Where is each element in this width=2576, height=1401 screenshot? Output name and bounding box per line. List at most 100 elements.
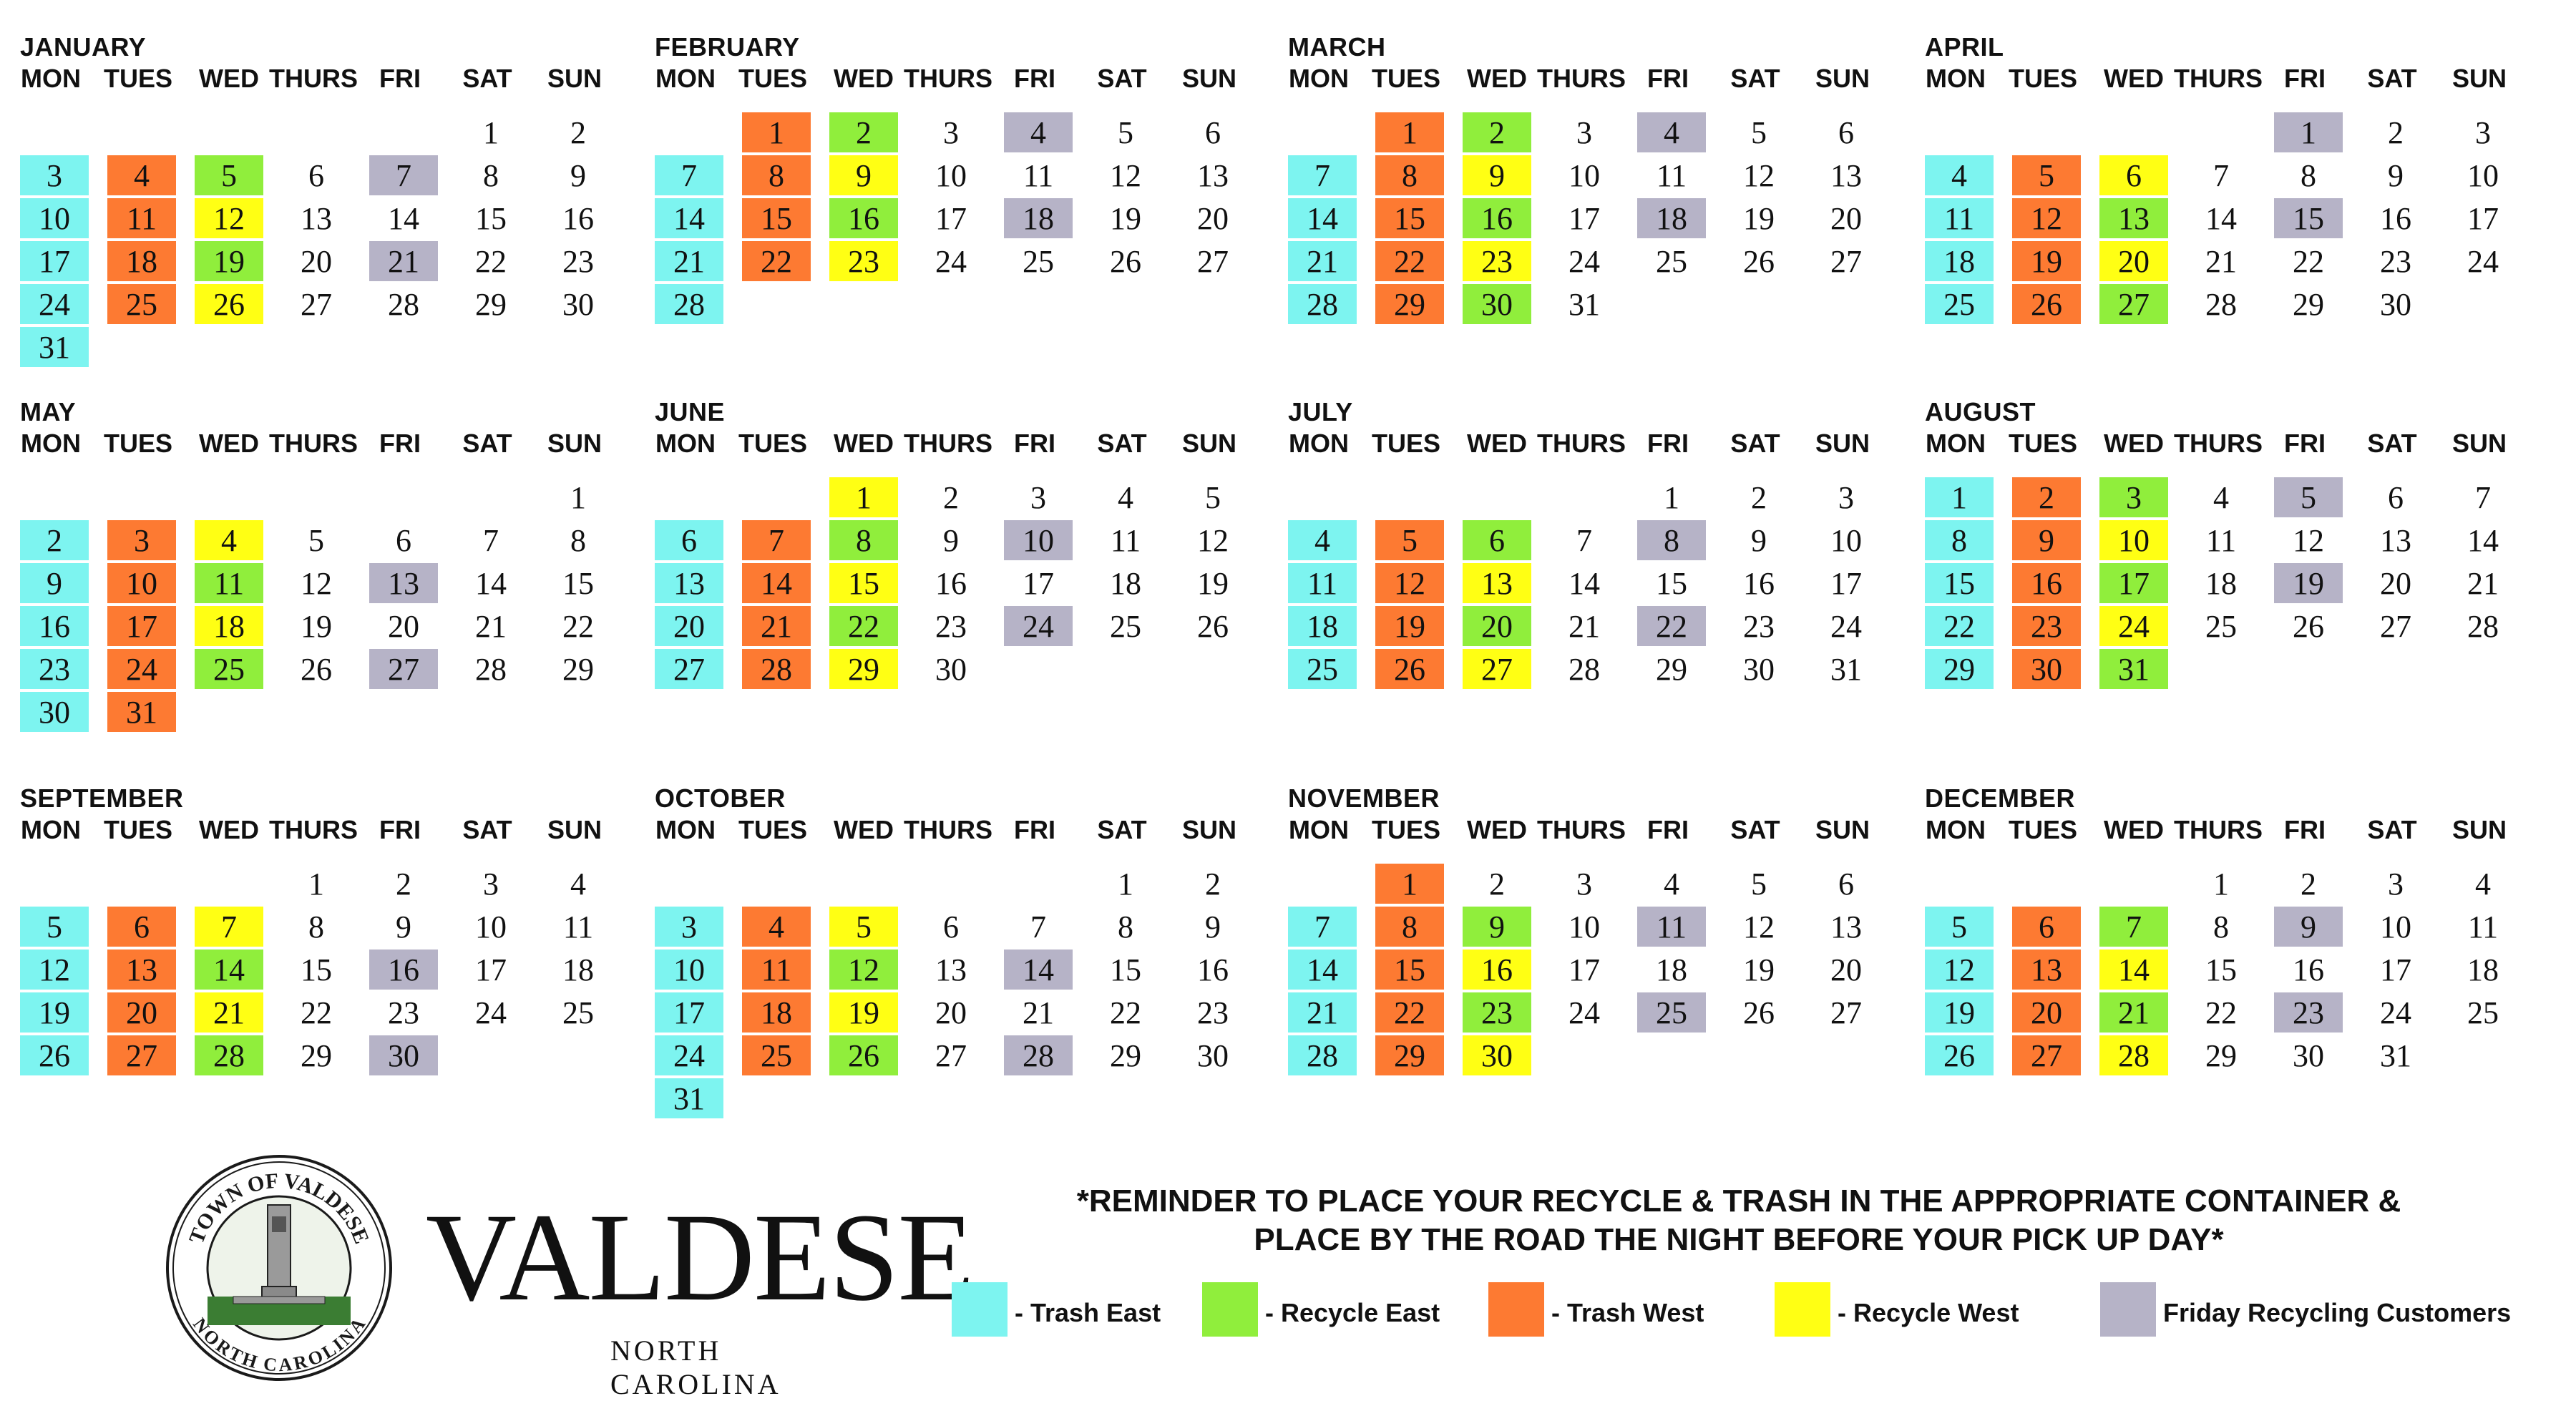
month-title: AUGUST — [1925, 397, 2036, 426]
weekday-header: THURS — [2174, 64, 2263, 93]
day-cell: 26 — [301, 652, 332, 687]
weekday-header: THURS — [2174, 815, 2263, 844]
day-cell: 19 — [1743, 201, 1775, 236]
day-cell: 4 — [1925, 155, 1994, 195]
month-november: NOVEMBER MON TUES WED THURS FRI SAT SUN 1 2 3 4 5 6 7 8… — [1288, 784, 1903, 1141]
weekday-header: MON — [1289, 429, 1349, 458]
day-cell: 7 — [1288, 155, 1357, 195]
day-cell: 23 — [1743, 609, 1775, 644]
day-cell: 24 — [1568, 244, 1600, 279]
weekday-header: THURS — [2174, 429, 2263, 458]
day-cell: 28 — [1004, 1035, 1073, 1075]
day-cell: 19 — [1375, 606, 1444, 646]
day-cell: 16 — [369, 950, 438, 990]
day-cell: 20 — [1830, 201, 1862, 236]
day-cell: 7 — [2213, 158, 2229, 193]
weekday-header: TUES — [103, 815, 172, 844]
weekday-header: SAT — [2367, 64, 2417, 93]
weekday-header: THURS — [904, 815, 992, 844]
day-cell: 21 — [369, 241, 438, 281]
month-march: MARCH MON TUES WED THURS FRI SAT SUN 1 2 3 4 5 6 7 8 9 10… — [1288, 32, 1903, 390]
day-cell: 19 — [1110, 201, 1141, 236]
weekday-header: SAT — [462, 815, 512, 844]
day-cell: 10 — [1568, 158, 1600, 193]
weekday-header: TUES — [738, 815, 807, 844]
day-cell: 9 — [943, 523, 959, 558]
day-cell: 21 — [742, 606, 811, 646]
weekday-header: WED — [2104, 64, 2164, 93]
day-cell: 21 — [2099, 992, 2168, 1033]
day-cell: 28 — [2205, 287, 2237, 322]
day-cell: 29 — [2293, 287, 2324, 322]
day-cell: 19 — [2274, 563, 2343, 603]
weekday-header: TUES — [1371, 64, 1440, 93]
day-cell: 6 — [107, 907, 176, 947]
weekday-header: TUES — [738, 64, 807, 93]
weekday-header: SAT — [2367, 429, 2417, 458]
year-calendar: JANUARY MON TUES WED THURS FRI SAT SUN 1 2 3 4 5 6 7 8 9… — [20, 32, 2507, 1118]
day-cell: 9 — [1463, 155, 1531, 195]
day-cell: 6 — [1463, 520, 1531, 560]
weekday-header: MON — [655, 64, 716, 93]
day-cell: 9 — [396, 909, 411, 944]
month-title: MARCH — [1288, 32, 1386, 62]
day-cell: 10 — [2467, 158, 2499, 193]
weekday-header: SUN — [547, 429, 602, 458]
day-cell: 6 — [2388, 480, 2404, 515]
day-cell: 10 — [1568, 909, 1600, 944]
day-cell: 18 — [2205, 566, 2237, 601]
day-cell: 15 — [829, 563, 898, 603]
day-cell: 13 — [107, 950, 176, 990]
day-cell: 15 — [2205, 952, 2237, 987]
day-cell: 4 — [1288, 520, 1357, 560]
weekday-header: TUES — [1371, 815, 1440, 844]
month-title: JUNE — [655, 397, 726, 426]
day-cell: 9 — [20, 563, 89, 603]
legend-swatch-trash-east — [952, 1282, 1008, 1337]
day-cell: 29 — [1375, 1035, 1444, 1075]
day-cell: 23 — [388, 995, 419, 1030]
weekday-header: SUN — [1181, 64, 1236, 93]
weekday-header: SUN — [547, 64, 602, 93]
day-cell: 7 — [1576, 523, 1592, 558]
day-cell: 24 — [1004, 606, 1073, 646]
weekday-header: TUES — [738, 429, 807, 458]
day-cell: 29 — [829, 649, 898, 689]
day-cell: 5 — [1751, 867, 1767, 902]
weekday-header: FRI — [1014, 429, 1055, 458]
day-cell: 19 — [20, 992, 89, 1033]
day-cell: 25 — [1023, 244, 1054, 279]
day-cell: 5 — [1751, 115, 1767, 150]
day-cell: 14 — [475, 566, 507, 601]
month-december: DECEMBER MON TUES WED THURS FRI SAT SUN 1 2 3 4 5 6 7 8… — [1925, 784, 2540, 1141]
day-cell: 20 — [388, 609, 419, 644]
day-cell: 3 — [1030, 480, 1046, 515]
day-cell: 10 — [1830, 523, 1862, 558]
day-cell: 1 — [1375, 864, 1444, 904]
legend-label-trash-east: - Trash East — [1015, 1298, 1161, 1327]
day-cell: 19 — [195, 241, 263, 281]
day-cell: 6 — [2099, 155, 2168, 195]
day-cell: 9 — [1463, 907, 1531, 947]
day-cell: 1 — [1664, 480, 1679, 515]
day-cell: 12 — [1925, 950, 1994, 990]
day-cell: 9 — [2388, 158, 2404, 193]
weekday-header: SUN — [1181, 429, 1236, 458]
day-cell: 10 — [2380, 909, 2411, 944]
day-cell: 25 — [562, 995, 594, 1030]
weekday-header: THURS — [1537, 429, 1626, 458]
day-cell: 21 — [1568, 609, 1600, 644]
day-cell: 15 — [1375, 198, 1444, 238]
legend-swatch-recycle-east — [1202, 1282, 1258, 1337]
day-cell: 23 — [1463, 992, 1531, 1033]
day-cell: 26 — [829, 1035, 898, 1075]
day-cell: 20 — [2380, 566, 2411, 601]
weekday-header: WED — [1467, 64, 1527, 93]
day-cell: 22 — [829, 606, 898, 646]
weekday-header: WED — [834, 64, 894, 93]
weekday-header: TUES — [2008, 815, 2077, 844]
day-cell: 13 — [2380, 523, 2411, 558]
weekday-header: MON — [21, 429, 81, 458]
day-cell: 23 — [1463, 241, 1531, 281]
day-cell: 17 — [1568, 952, 1600, 987]
